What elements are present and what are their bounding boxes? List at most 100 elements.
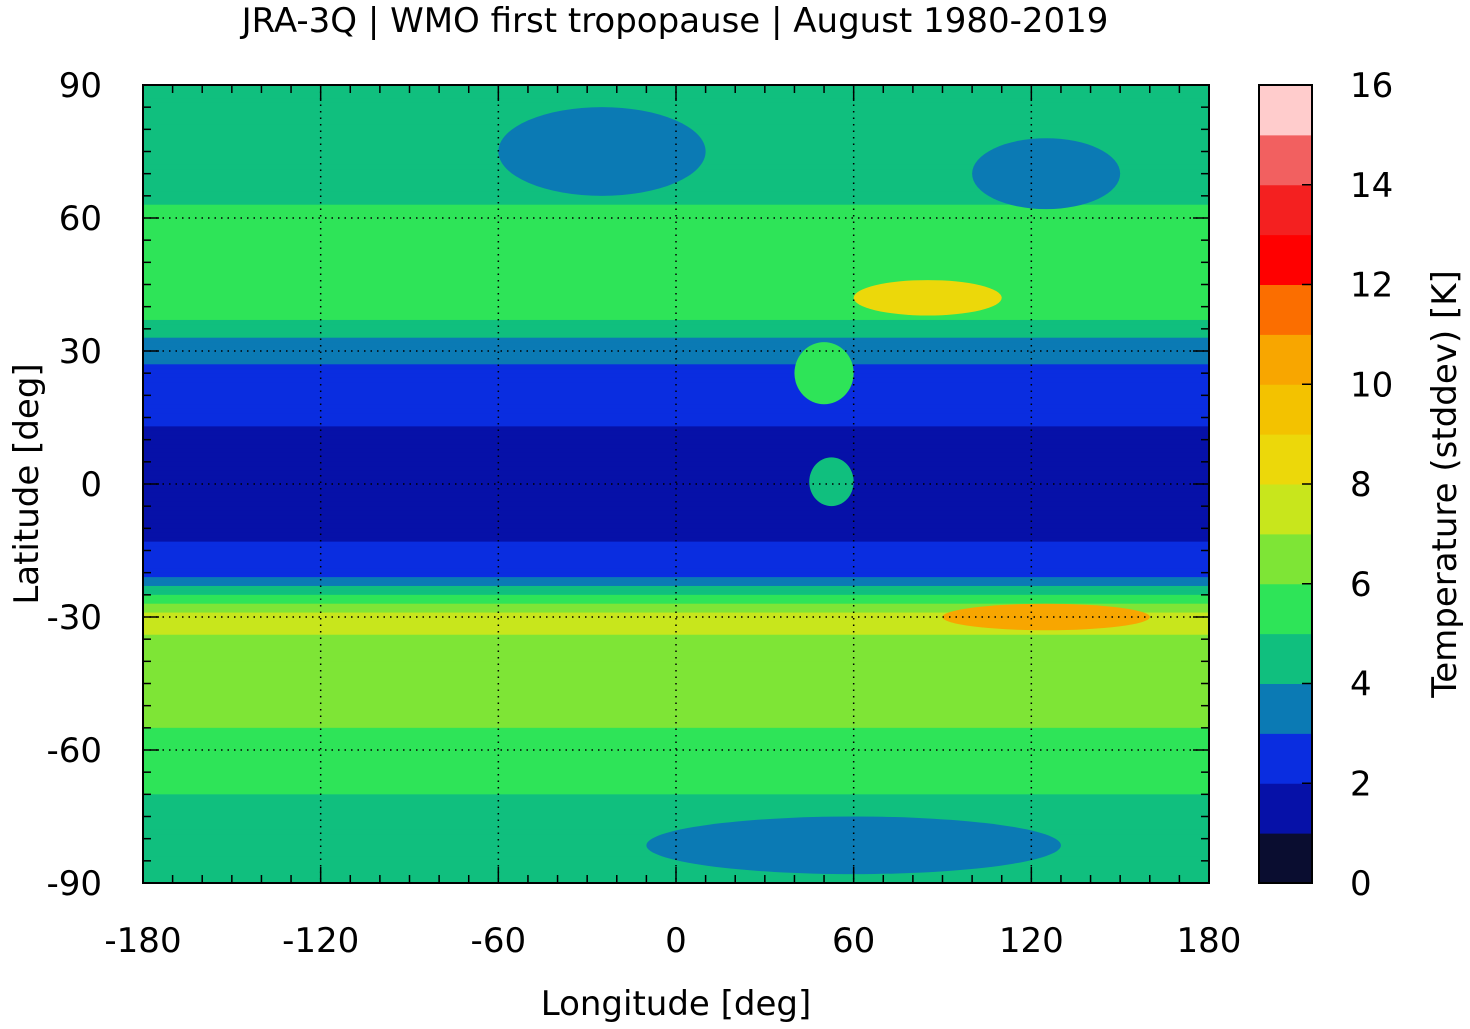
zonal-band [143,781,1209,787]
y-tick-label: -30 [46,598,102,638]
zonal-band [143,789,1209,795]
regional-feature [853,280,1002,316]
grid-lines [143,85,1209,883]
zonal-band [143,435,1209,441]
zonal-band [143,231,1209,237]
x-axis: -180 -120 -60 0 60 120 180 [104,85,1241,961]
zonal-band [143,639,1209,645]
y-tick-label: -60 [46,731,102,771]
zonal-band [143,280,1209,286]
zonal-band [143,293,1209,299]
zonal-band [143,510,1209,516]
colorbar-tick-label: 12 [1350,266,1393,306]
zonal-band [143,182,1209,188]
zonal-band [143,546,1209,552]
zonal-band [143,727,1209,733]
zonal-band [143,714,1209,720]
zonal-band [143,501,1209,507]
colorbar-swatch [1259,484,1312,535]
y-axis-label: Latitude [deg] [7,363,47,604]
zonal-band [143,537,1209,543]
zonal-band [143,377,1209,383]
colorbar-swatch [1259,683,1312,734]
zonal-band [143,683,1209,689]
zonal-band [143,736,1209,742]
plot-area [143,85,1209,883]
colorbar-swatch [1259,85,1312,136]
y-tick-label: 30 [59,332,102,372]
regional-feature [646,816,1061,875]
x-tick-label: -60 [471,921,527,961]
zonal-band [143,559,1209,565]
zonal-band [143,776,1209,782]
zonal-band [143,523,1209,529]
zonal-band [143,430,1209,436]
zonal-band [143,554,1209,560]
zonal-band [143,253,1209,259]
zonal-band [143,373,1209,379]
x-axis-label: Longitude [deg] [541,984,812,1024]
zonal-band [143,656,1209,662]
zonal-band [143,803,1209,809]
zonal-band [143,807,1209,813]
zonal-band [143,461,1209,467]
zonal-band [143,741,1209,747]
y-tick-label: 0 [80,465,102,505]
x-tick-label: 120 [999,921,1064,961]
zonal-band [143,679,1209,685]
colorbar-tick-label: 2 [1350,764,1372,804]
zonal-band [143,612,1209,618]
zonal-band [143,723,1209,729]
zonal-band [143,470,1209,476]
zonal-band [143,302,1209,308]
zonal-band [143,319,1209,325]
zonal-band [143,107,1209,113]
colorbar-tick-label: 4 [1350,665,1372,705]
zonal-band [143,625,1209,631]
y-tick-label: 90 [59,66,102,106]
zonal-band [143,417,1209,423]
zonal-band [143,599,1209,605]
colorbar-swatch [1259,284,1312,335]
zonal-band [143,488,1209,494]
zonal-band [143,452,1209,458]
x-tick-label: -180 [104,921,181,961]
colorbar-swatch [1259,733,1312,784]
zonal-band [143,585,1209,591]
zonal-band [143,497,1209,503]
zonal-band [143,346,1209,352]
zonal-band [143,484,1209,490]
zonal-band [143,359,1209,365]
y-tick-label: 60 [59,199,102,239]
colorbar-tick-label: 0 [1350,864,1372,904]
zonal-band [143,475,1209,481]
zonal-band [143,718,1209,724]
y-axis: 90 60 30 0 -30 -60 -90 [46,66,1209,904]
colorbar-swatch [1259,134,1312,186]
zonal-band [143,262,1209,268]
colorbar-swatch [1259,234,1312,285]
zonal-band [143,825,1209,831]
zonal-band [143,750,1209,756]
zonal-band [143,448,1209,454]
colorbar-tick-label: 10 [1350,365,1393,405]
colorbar-swatch [1259,434,1312,485]
colorbar-swatch [1259,633,1312,684]
zonal-band [143,696,1209,702]
colorbar-swatch [1259,583,1312,635]
zonal-band [143,209,1209,215]
zonal-band [143,572,1209,578]
zonal-band [143,315,1209,321]
zonal-band [143,364,1209,370]
x-tick-label: 180 [1177,921,1242,961]
zonal-band [143,528,1209,534]
zonal-band [143,439,1209,445]
zonal-band [143,222,1209,228]
zonal-band [143,816,1209,822]
colorbar-swatch [1259,533,1312,585]
zonal-band [143,515,1209,521]
zonal-band [143,195,1209,201]
zonal-band [143,257,1209,263]
zonal-band [143,351,1209,357]
zonal-band [143,444,1209,450]
